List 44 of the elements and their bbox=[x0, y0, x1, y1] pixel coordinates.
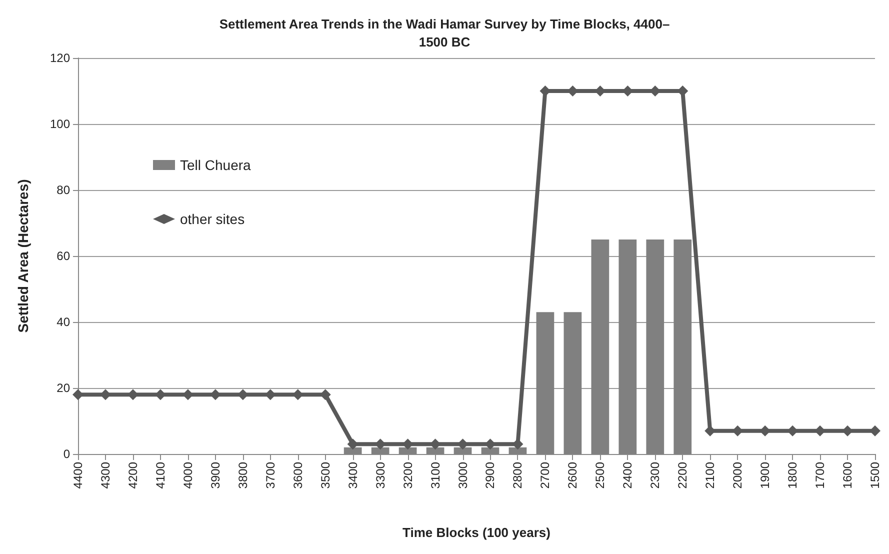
x-tick-label: 2600 bbox=[566, 462, 580, 489]
point bbox=[870, 425, 880, 436]
x-tick-label: 3100 bbox=[428, 462, 442, 489]
x-tick-label: 3200 bbox=[400, 462, 415, 489]
x-tick-label: 4400 bbox=[71, 462, 85, 489]
x-tick-label: 2800 bbox=[510, 462, 525, 489]
chart-title: Settlement Area Trends in the Wadi Hamar Survey by Time Blocks, 4400– 1500 BC bbox=[219, 16, 670, 50]
y-tick-label: 20 bbox=[56, 381, 70, 395]
x-tick-label: 2700 bbox=[538, 462, 552, 489]
x-tick-label: 2100 bbox=[703, 462, 718, 489]
y-axis-title: Settled Area (Hectares) bbox=[15, 179, 31, 333]
x-tick-label: 1500 bbox=[868, 462, 882, 489]
x-tick-label: 4000 bbox=[180, 462, 195, 489]
x-tick-label: 4200 bbox=[126, 462, 140, 489]
x-tick-label: 3900 bbox=[208, 462, 222, 489]
x-tick-label: 3400 bbox=[346, 462, 360, 489]
x-tick-label: 4100 bbox=[153, 462, 168, 489]
y-tick-label: 120 bbox=[50, 51, 70, 65]
x-tick-label: 2200 bbox=[676, 462, 690, 489]
legend-label: other sites bbox=[180, 211, 245, 227]
x-tick-label: 3500 bbox=[318, 462, 332, 489]
x-tick-label: 1800 bbox=[786, 462, 800, 489]
legend-label: Tell Chuera bbox=[180, 157, 252, 173]
x-tick-label: 1600 bbox=[840, 462, 855, 489]
x-tick-label: 2000 bbox=[730, 462, 745, 489]
x-tick-label: 4300 bbox=[98, 462, 112, 489]
y-tick-label: 40 bbox=[56, 315, 70, 329]
x-tick-label: 3000 bbox=[456, 462, 470, 489]
x-tick-label: 3700 bbox=[263, 462, 278, 489]
y-tick-label: 100 bbox=[50, 117, 70, 131]
x-tick-label: 3600 bbox=[290, 462, 305, 489]
x-tick-label: 2900 bbox=[483, 462, 498, 489]
point bbox=[72, 389, 84, 400]
x-tick-label: 3300 bbox=[373, 462, 388, 489]
x-tick-label: 2400 bbox=[620, 462, 635, 489]
x-tick-label: 1900 bbox=[758, 462, 772, 489]
y-tick-label: 60 bbox=[56, 249, 70, 263]
x-tick-label: 1700 bbox=[813, 462, 828, 489]
x-tick-label: 2300 bbox=[648, 462, 662, 489]
y-tick-label: 0 bbox=[63, 447, 70, 461]
y-tick-label: 80 bbox=[56, 183, 70, 197]
x-tick-label: 3800 bbox=[236, 462, 250, 489]
x-axis-title: Time Blocks (100 years) bbox=[402, 525, 550, 540]
x-tick-label: 2500 bbox=[593, 462, 608, 489]
